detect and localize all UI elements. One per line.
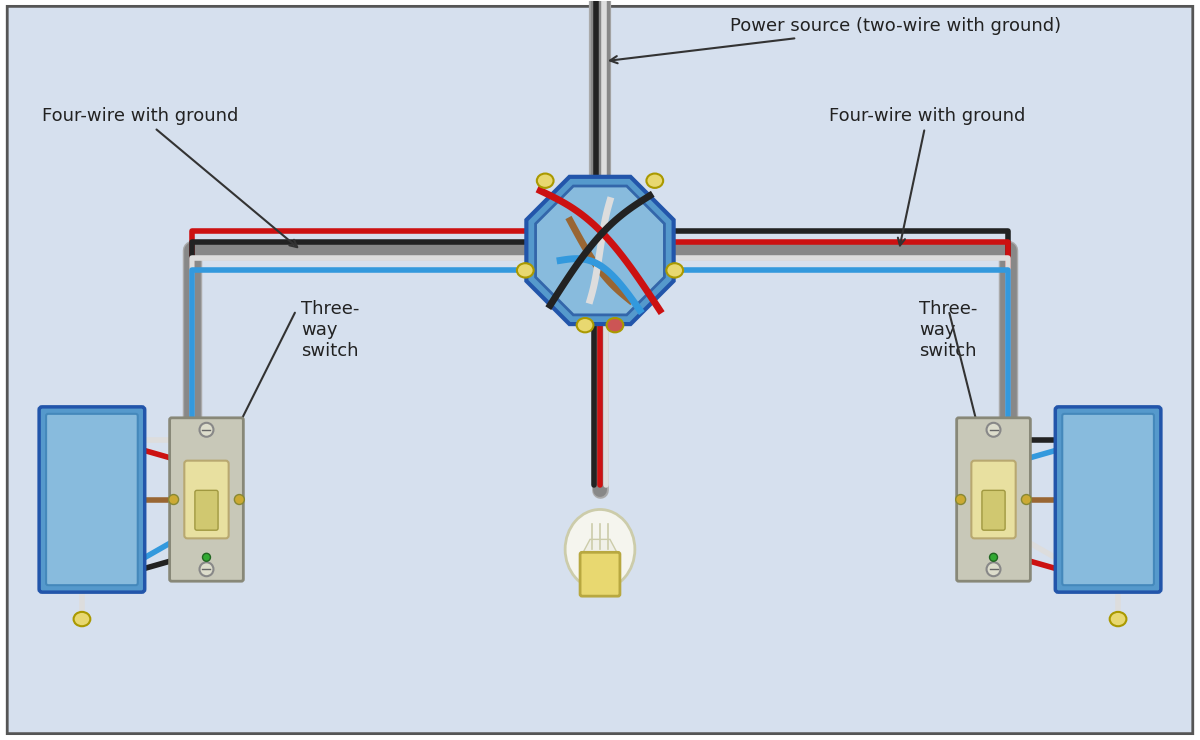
Circle shape — [986, 423, 1001, 437]
FancyBboxPatch shape — [169, 418, 244, 581]
Polygon shape — [582, 539, 618, 554]
Circle shape — [199, 423, 214, 437]
Circle shape — [203, 554, 210, 561]
Ellipse shape — [73, 612, 90, 626]
FancyBboxPatch shape — [46, 414, 138, 585]
FancyBboxPatch shape — [971, 461, 1015, 539]
FancyBboxPatch shape — [1062, 414, 1154, 585]
FancyBboxPatch shape — [185, 461, 229, 539]
Text: Power source (two-wire with ground): Power source (two-wire with ground) — [610, 17, 1061, 64]
FancyBboxPatch shape — [7, 7, 1193, 733]
Ellipse shape — [647, 174, 664, 188]
Ellipse shape — [1110, 612, 1127, 626]
FancyBboxPatch shape — [40, 407, 145, 592]
Polygon shape — [535, 186, 665, 315]
Ellipse shape — [565, 509, 635, 589]
Ellipse shape — [536, 174, 553, 188]
Ellipse shape — [517, 263, 534, 278]
Ellipse shape — [606, 318, 623, 332]
FancyBboxPatch shape — [194, 491, 218, 530]
Circle shape — [990, 554, 997, 561]
Polygon shape — [527, 177, 673, 324]
Circle shape — [955, 494, 966, 505]
Ellipse shape — [666, 263, 683, 278]
Circle shape — [986, 562, 1001, 576]
FancyBboxPatch shape — [982, 491, 1006, 530]
Circle shape — [1021, 494, 1031, 505]
Text: Three-
way
switch: Three- way switch — [301, 300, 360, 360]
Circle shape — [234, 494, 245, 505]
Text: Three-
way
switch: Three- way switch — [919, 300, 977, 360]
FancyBboxPatch shape — [580, 552, 620, 596]
FancyBboxPatch shape — [1055, 407, 1160, 592]
Text: Four-wire with ground: Four-wire with ground — [829, 107, 1026, 246]
Circle shape — [199, 562, 214, 576]
Circle shape — [169, 494, 179, 505]
Ellipse shape — [577, 318, 594, 332]
FancyBboxPatch shape — [956, 418, 1031, 581]
Text: Four-wire with ground: Four-wire with ground — [42, 107, 298, 247]
